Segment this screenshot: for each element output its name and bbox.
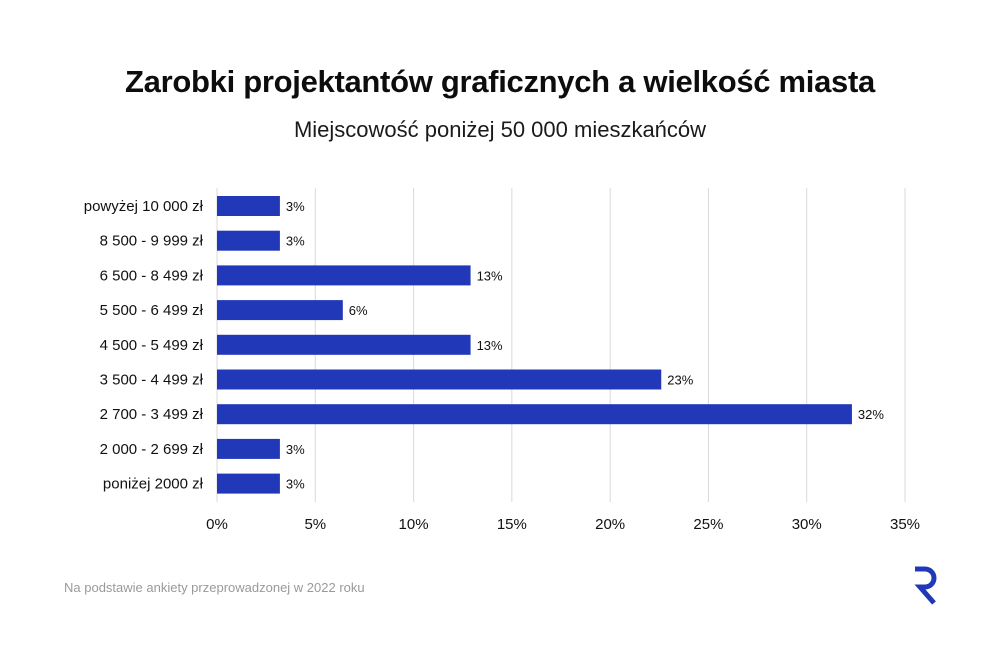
bar: [217, 404, 852, 425]
x-tick-label: 25%: [693, 516, 723, 533]
data-label: 3%: [286, 442, 305, 457]
chart-title: Zarobki projektantów graficznych a wielk…: [125, 64, 875, 99]
footnote: Na podstawie ankiety przeprowadzonej w 2…: [64, 580, 365, 595]
data-label: 13%: [477, 268, 503, 283]
x-tick-label: 5%: [304, 516, 326, 533]
x-tick-label: 35%: [890, 516, 920, 533]
x-tick-label: 0%: [206, 516, 228, 533]
category-label: powyżej 10 000 zł: [84, 198, 204, 215]
bar: [217, 196, 280, 216]
category-label: 3 500 - 4 499 zł: [100, 372, 204, 389]
bar: [217, 438, 280, 459]
bars: [217, 196, 852, 494]
chart-subtitle: Miejscowość poniżej 50 000 mieszkańców: [293, 117, 707, 142]
category-label: 2 000 - 2 699 zł: [100, 441, 204, 458]
x-tick-labels: 0% 5% 10% 15% 20% 25% 30% 35%: [206, 516, 920, 533]
data-label: 13%: [477, 338, 503, 353]
r-logo-icon: [914, 566, 937, 605]
data-labels: 3% 3% 13% 6% 13% 23% 32% 3% 3%: [286, 199, 884, 492]
bar: [217, 230, 280, 251]
data-label: 3%: [286, 199, 305, 214]
category-label: 4 500 - 5 499 zł: [100, 337, 204, 354]
category-label: 6 500 - 8 499 zł: [100, 267, 204, 284]
category-labels: powyżej 10 000 zł 8 500 - 9 999 zł 6 500 -…: [84, 198, 204, 493]
x-tick-label: 10%: [399, 516, 429, 533]
category-label: poniżej 2000 zł: [103, 476, 204, 493]
data-label: 23%: [667, 373, 693, 388]
bar: [217, 334, 471, 355]
x-tick-label: 20%: [595, 516, 625, 533]
data-label: 3%: [286, 234, 305, 249]
category-label: 5 500 - 6 499 zł: [100, 302, 204, 319]
category-label: 8 500 - 9 999 zł: [100, 233, 204, 250]
bar: [217, 265, 471, 286]
data-label: 3%: [286, 477, 305, 492]
x-tick-label: 15%: [497, 516, 527, 533]
data-label: 6%: [349, 303, 368, 318]
bar: [217, 369, 662, 390]
x-tick-label: 30%: [792, 516, 822, 533]
bar: [217, 473, 280, 494]
bar: [217, 300, 343, 321]
data-label: 32%: [858, 407, 884, 422]
category-label: 2 700 - 3 499 zł: [100, 406, 204, 423]
